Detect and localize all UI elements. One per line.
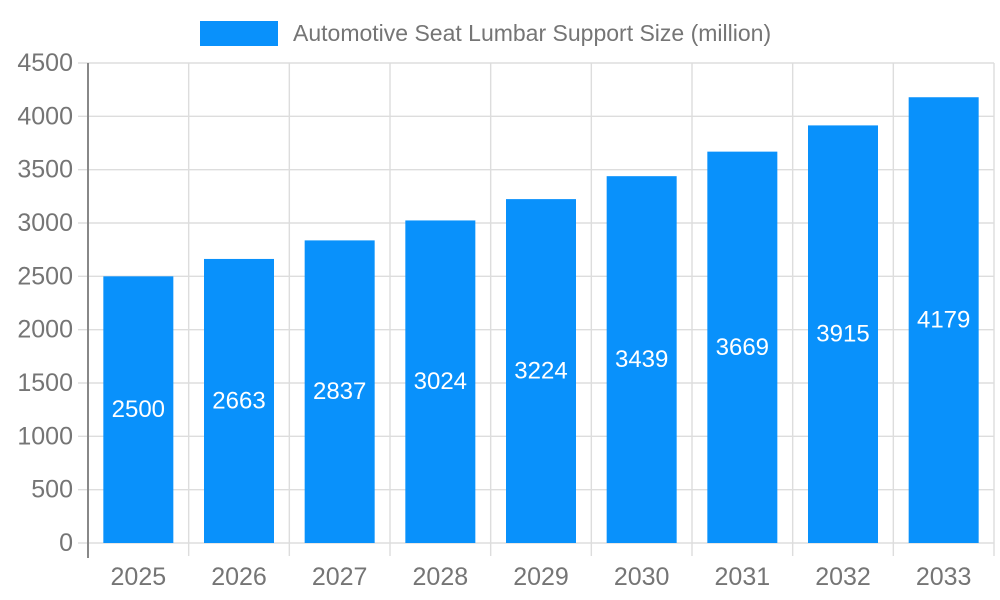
- y-axis-tick-label: 2000: [17, 316, 73, 344]
- x-axis-tick-label: 2028: [413, 563, 469, 591]
- legend-label: Automotive Seat Lumbar Support Size (mil…: [293, 19, 772, 46]
- legend-swatch: [200, 20, 278, 46]
- y-axis-tick-label: 4000: [17, 102, 73, 130]
- bar-2032: [808, 125, 878, 544]
- bar-2029: [506, 199, 576, 543]
- bar-2031: [707, 151, 778, 543]
- y-axis-tick-label: 1500: [17, 369, 73, 397]
- bar-2030: [606, 176, 677, 543]
- bar-value-label: 2837: [313, 378, 366, 405]
- x-axis-tick-label: 2026: [211, 563, 267, 591]
- bar-value-label: 3224: [514, 358, 567, 385]
- bar-2033: [908, 97, 979, 544]
- y-axis-tick-label: 4500: [17, 49, 73, 77]
- x-axis-tick-label: 2030: [614, 563, 670, 591]
- x-axis-tick-label: 2033: [916, 563, 972, 591]
- bar-value-label: 4179: [917, 307, 970, 334]
- x-axis-tick-label: 2027: [312, 563, 368, 591]
- bar-2026: [204, 258, 274, 543]
- bar-2025: [103, 276, 174, 543]
- y-axis-tick-label: 0: [59, 529, 73, 557]
- x-axis-tick-label: 2031: [715, 563, 771, 591]
- bar-2028: [405, 220, 476, 543]
- y-axis-tick-label: 3000: [17, 209, 73, 237]
- x-axis-tick-label: 2032: [815, 563, 871, 591]
- y-axis-tick-label: 3500: [17, 156, 73, 184]
- bar-value-label: 2500: [112, 396, 165, 423]
- bar-value-label: 2663: [212, 387, 265, 414]
- x-axis-tick-label: 2029: [513, 563, 569, 591]
- x-axis-tick-label: 2025: [111, 563, 167, 591]
- y-axis-tick-label: 1000: [17, 422, 73, 450]
- bar-2027: [304, 240, 375, 544]
- bar-value-label: 3024: [414, 368, 467, 395]
- y-axis-tick-label: 2500: [17, 262, 73, 290]
- chart-legend: Automotive Seat Lumbar Support Size (mil…: [200, 19, 771, 47]
- y-axis-tick-label: 500: [31, 476, 73, 504]
- bar-value-label: 3439: [615, 346, 668, 373]
- bar-value-label: 3669: [716, 334, 769, 361]
- bar-value-label: 3915: [816, 321, 869, 348]
